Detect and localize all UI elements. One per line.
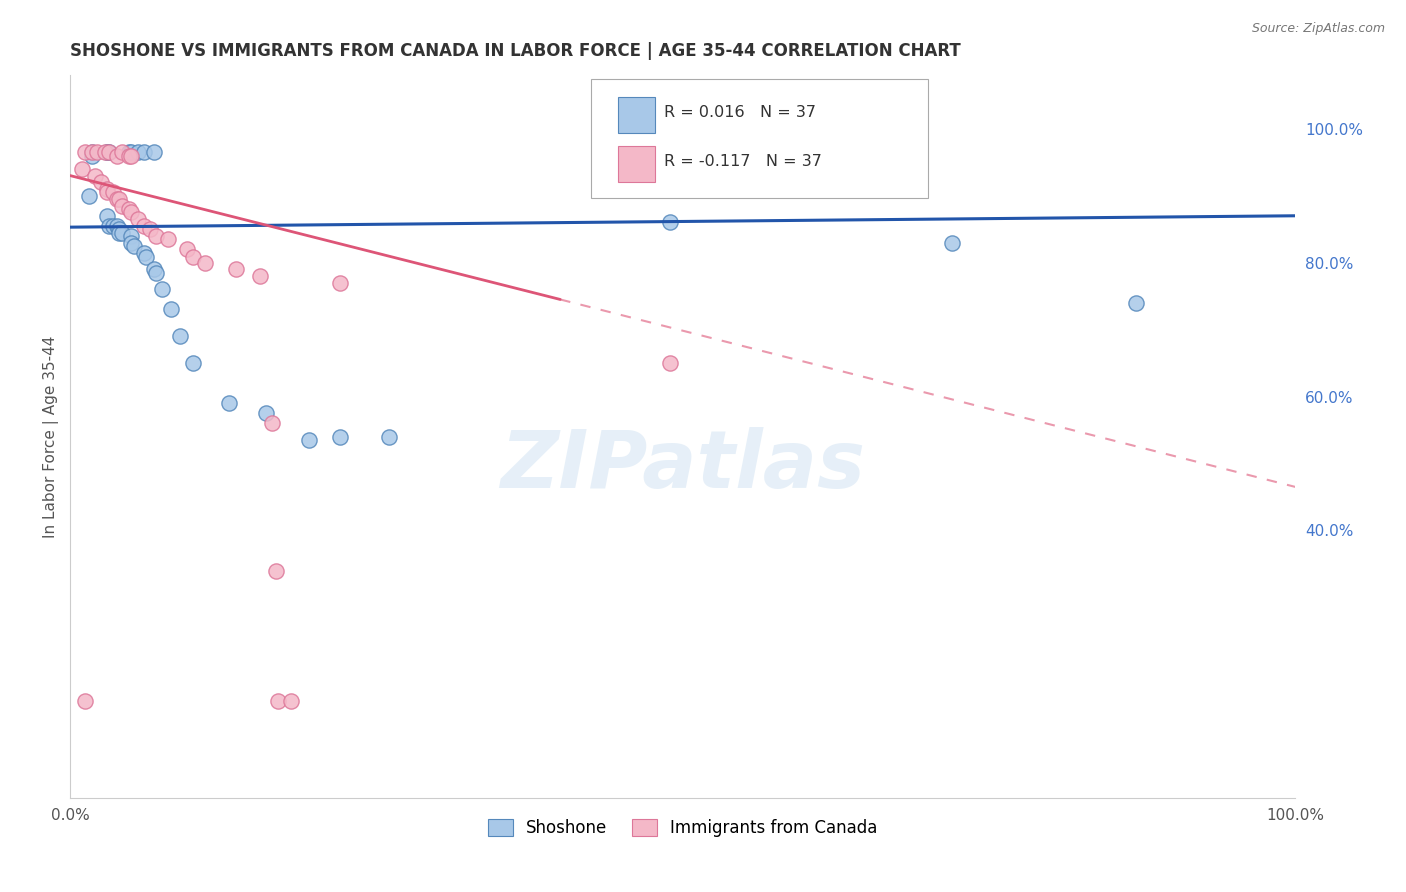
Point xyxy=(105,148,128,162)
Point xyxy=(121,148,143,162)
Point xyxy=(111,199,134,213)
Point xyxy=(262,417,284,431)
Point xyxy=(105,192,128,206)
Bar xyxy=(617,97,655,133)
Point xyxy=(1125,295,1147,310)
Point xyxy=(249,268,271,283)
Point xyxy=(142,262,165,277)
Point xyxy=(132,219,155,233)
Bar xyxy=(617,146,655,183)
Point xyxy=(111,226,134,240)
Point xyxy=(98,145,121,160)
Point xyxy=(72,161,94,176)
Text: R = -0.117   N = 37: R = -0.117 N = 37 xyxy=(664,154,823,169)
Point xyxy=(145,228,167,243)
Point xyxy=(73,145,96,160)
Point xyxy=(139,222,162,236)
Point xyxy=(254,406,277,420)
Point xyxy=(96,145,118,160)
Point xyxy=(108,222,131,236)
Point xyxy=(101,186,124,200)
Point xyxy=(98,145,121,160)
Point xyxy=(105,219,128,233)
Point xyxy=(82,148,104,162)
Point xyxy=(82,145,104,160)
Point xyxy=(127,145,149,160)
Point xyxy=(82,145,104,160)
Point xyxy=(169,329,191,343)
Point xyxy=(122,239,145,253)
Point xyxy=(377,430,399,444)
Point xyxy=(77,188,100,202)
Point xyxy=(145,266,167,280)
Point xyxy=(86,145,108,160)
Point xyxy=(225,262,247,277)
Point xyxy=(329,430,352,444)
Point xyxy=(181,356,204,370)
Point xyxy=(135,250,157,264)
Point xyxy=(121,228,143,243)
Point xyxy=(118,202,141,216)
Point xyxy=(108,226,131,240)
Point xyxy=(121,205,143,219)
Point xyxy=(142,145,165,160)
Legend: Shoshone, Immigrants from Canada: Shoshone, Immigrants from Canada xyxy=(481,813,884,844)
Point xyxy=(83,169,105,183)
Point xyxy=(96,182,118,196)
Point xyxy=(96,186,118,200)
Point xyxy=(90,175,112,189)
Point xyxy=(132,245,155,260)
Y-axis label: In Labor Force | Age 35-44: In Labor Force | Age 35-44 xyxy=(44,335,59,538)
Point xyxy=(941,235,963,250)
Point xyxy=(96,209,118,223)
Point xyxy=(329,276,352,290)
Point xyxy=(121,145,143,160)
Point xyxy=(96,145,118,160)
Point xyxy=(108,192,131,206)
Text: Source: ZipAtlas.com: Source: ZipAtlas.com xyxy=(1251,22,1385,36)
Point xyxy=(267,694,290,708)
Point xyxy=(150,282,173,296)
Point xyxy=(118,148,141,162)
Point xyxy=(659,215,682,229)
Text: ZIPatlas: ZIPatlas xyxy=(501,426,865,505)
Point xyxy=(264,564,287,578)
Text: R = 0.016   N = 37: R = 0.016 N = 37 xyxy=(664,105,817,120)
Point xyxy=(111,145,134,160)
Point xyxy=(159,302,181,317)
Point xyxy=(218,396,240,410)
FancyBboxPatch shape xyxy=(591,78,928,198)
Point xyxy=(101,219,124,233)
Point xyxy=(132,145,155,160)
Point xyxy=(93,145,115,160)
Point xyxy=(73,694,96,708)
Point xyxy=(280,694,302,708)
Point xyxy=(157,232,180,246)
Point xyxy=(121,235,143,250)
Point xyxy=(194,255,217,269)
Text: SHOSHONE VS IMMIGRANTS FROM CANADA IN LABOR FORCE | AGE 35-44 CORRELATION CHART: SHOSHONE VS IMMIGRANTS FROM CANADA IN LA… xyxy=(70,42,960,60)
Point xyxy=(127,212,149,227)
Point xyxy=(181,250,204,264)
Point xyxy=(118,145,141,160)
Point xyxy=(176,242,198,256)
Point xyxy=(98,219,121,233)
Point xyxy=(298,433,321,447)
Point xyxy=(659,356,682,370)
